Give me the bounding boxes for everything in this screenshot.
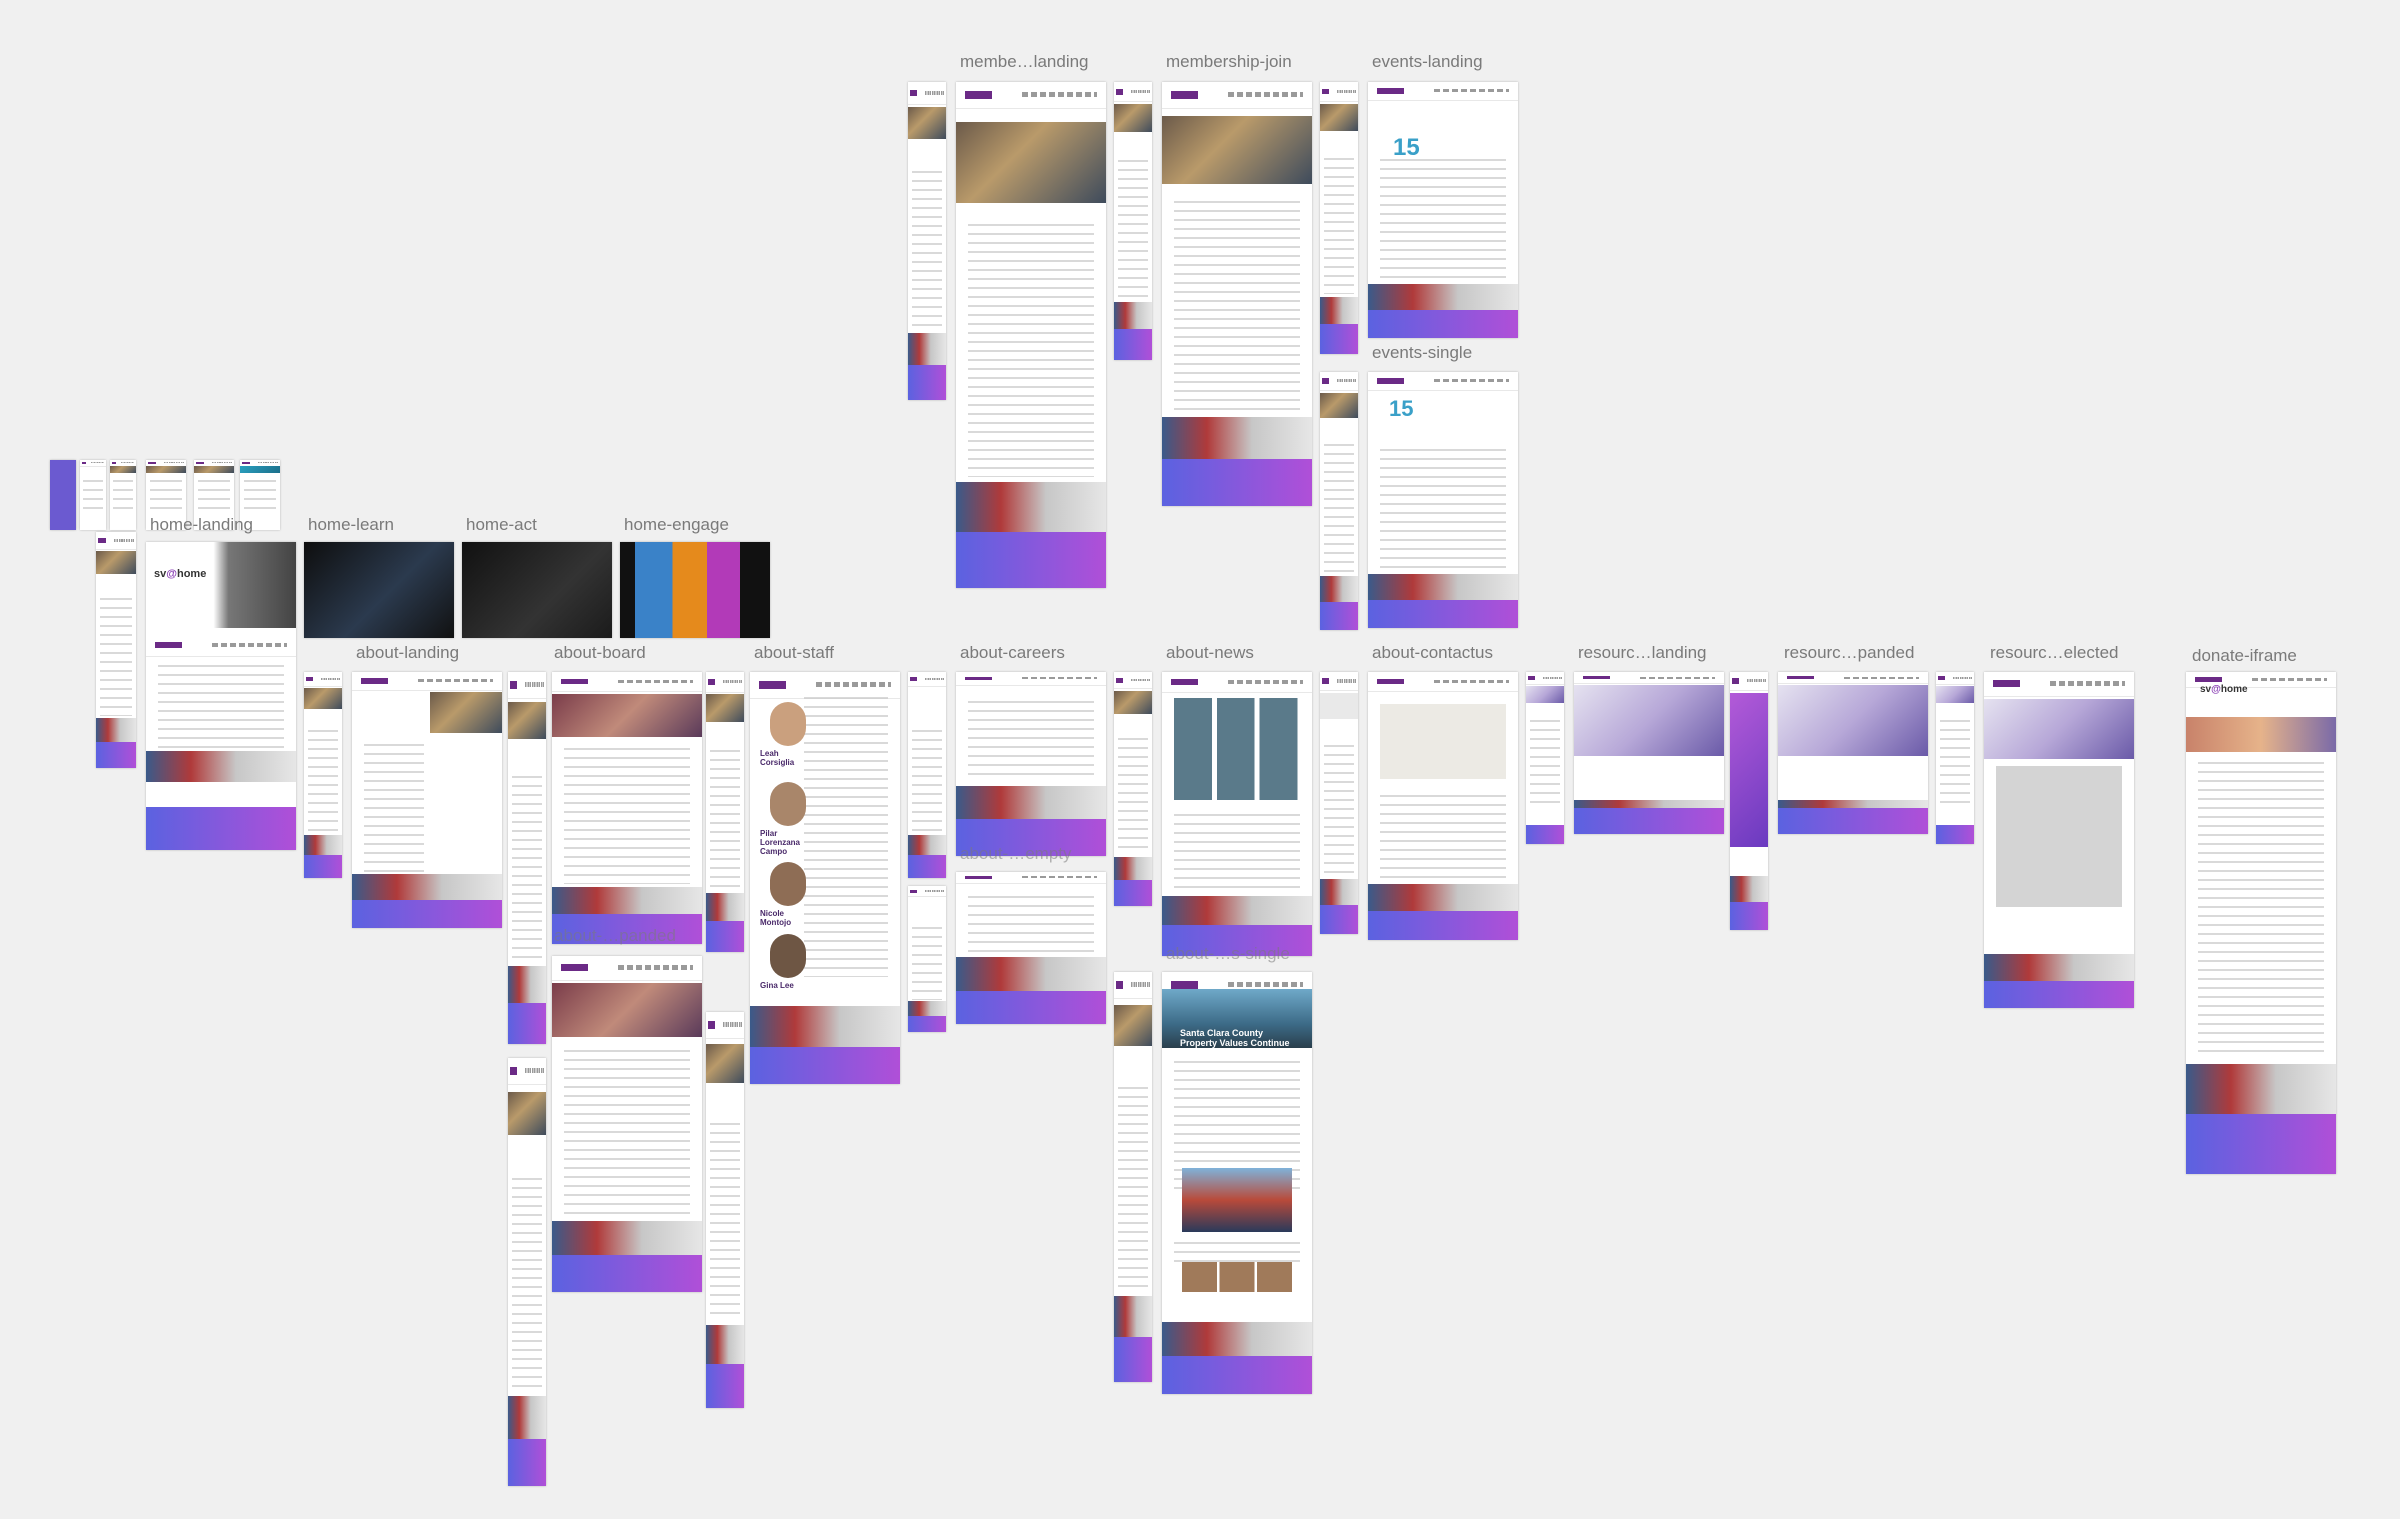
artboard-nav-mobile-2[interactable] bbox=[80, 460, 106, 530]
artboard-home-act[interactable] bbox=[462, 542, 612, 638]
staff-name-1: Leah Corsiglia bbox=[760, 749, 795, 767]
svhome-logo: sv@home bbox=[154, 568, 207, 580]
artboard-about-contactus[interactable] bbox=[1368, 672, 1518, 940]
artboard-events-single[interactable]: 15 bbox=[1368, 372, 1518, 628]
artboard-membership-join-mobile[interactable] bbox=[1114, 82, 1152, 360]
staff-photo-1 bbox=[770, 702, 806, 746]
board-label-about-news: about-news bbox=[1166, 643, 1254, 662]
event-single-date-number: 15 bbox=[1389, 396, 1414, 421]
artboard-about-news[interactable] bbox=[1162, 672, 1312, 956]
artboard-nav-mobile-5[interactable] bbox=[194, 460, 234, 530]
staff-name-3: Nicole Montojo bbox=[760, 909, 792, 927]
artboard-nav-mobile-4[interactable] bbox=[146, 460, 186, 530]
board-label-resources-landing: resourc…landing bbox=[1578, 643, 1707, 662]
artboard-about-landing[interactable] bbox=[352, 672, 502, 928]
staff-photo-2 bbox=[770, 782, 806, 826]
board-label-events-single: events-single bbox=[1372, 343, 1473, 362]
board-label-about-landing: about-landing bbox=[356, 643, 460, 662]
artboard-home-landing[interactable]: sv@home bbox=[146, 542, 296, 850]
artboard-about-board-expanded-mobile[interactable] bbox=[508, 1058, 546, 1486]
board-label-about-board: about-board bbox=[554, 643, 646, 662]
artboard-resources-landing[interactable] bbox=[1574, 672, 1724, 834]
staff-photo-3 bbox=[770, 862, 806, 906]
artboard-about-staff-mobile[interactable] bbox=[706, 672, 744, 952]
board-label-membership-landing: membe…landing bbox=[960, 52, 1089, 71]
news-single-headline: Santa Clara County Property Values Conti… bbox=[1180, 1028, 1290, 1059]
artboard-home-engage[interactable] bbox=[620, 542, 770, 638]
artboard-nav-mobile-6[interactable] bbox=[240, 460, 280, 530]
artboard-resources-expanded-mobile[interactable] bbox=[1730, 672, 1768, 930]
artboard-about-board-mobile[interactable] bbox=[508, 672, 546, 1044]
board-label-about-careers: about-careers bbox=[960, 643, 1065, 662]
artboard-about-news-single-mobile[interactable] bbox=[1114, 972, 1152, 1382]
artboard-about-careers-empty[interactable] bbox=[956, 872, 1106, 1024]
artboard-events-landing-mobile[interactable] bbox=[1320, 82, 1358, 354]
artboard-home-learn[interactable] bbox=[304, 542, 454, 638]
board-label-about-careers-empty: about-…empty bbox=[960, 844, 1072, 863]
staff-name-4: Gina Lee bbox=[760, 981, 794, 990]
artboard-events-landing[interactable]: 15 bbox=[1368, 82, 1518, 338]
board-label-home-act: home-act bbox=[466, 515, 537, 534]
board-label-resources-expanded: resourc…panded bbox=[1784, 643, 1915, 662]
staff-photo-4 bbox=[770, 934, 806, 978]
artboard-about-board-expanded[interactable] bbox=[552, 956, 702, 1292]
artboard-about-staff[interactable]: Leah Corsiglia Pilar Lorenzana Campo Nic… bbox=[750, 672, 900, 1084]
donate-svhome-logo: sv@home bbox=[2200, 684, 2248, 695]
board-label-about-contactus: about-contactus bbox=[1372, 643, 1493, 662]
artboard-about-board[interactable] bbox=[552, 672, 702, 944]
board-label-about-board-expanded: about-…panded bbox=[554, 926, 676, 945]
artboard-about-careers-mobile[interactable] bbox=[908, 672, 946, 878]
board-label-resources-selected: resourc…elected bbox=[1990, 643, 2119, 662]
artboard-resources-expanded[interactable] bbox=[1778, 672, 1928, 834]
artboard-about-landing-mobile[interactable] bbox=[304, 672, 342, 878]
artboard-resources-landing-mobile[interactable] bbox=[1526, 672, 1564, 844]
artboard-events-single-mobile[interactable] bbox=[1320, 372, 1358, 630]
news-single-photo-row bbox=[1182, 1262, 1292, 1292]
artboard-about-careers[interactable] bbox=[956, 672, 1106, 856]
artboard-about-staff-expanded-mobile[interactable] bbox=[706, 1012, 744, 1408]
news-single-photo-solar bbox=[1182, 1168, 1292, 1232]
artboard-about-news-mobile[interactable] bbox=[1114, 672, 1152, 906]
board-label-about-staff: about-staff bbox=[754, 643, 835, 662]
event-date-number: 15 bbox=[1393, 134, 1420, 161]
artboard-resources-selected-mobile[interactable] bbox=[1936, 672, 1974, 844]
board-label-home-landing: home-landing bbox=[150, 515, 254, 534]
board-label-about-news-single: about-…s-single bbox=[1166, 944, 1290, 963]
artboard-membership-join[interactable] bbox=[1162, 82, 1312, 506]
artboard-nav-mobile-1[interactable] bbox=[50, 460, 76, 530]
artboard-about-news-single[interactable]: Santa Clara County Property Values Conti… bbox=[1162, 972, 1312, 1394]
artboard-nav-mobile-3[interactable] bbox=[110, 460, 136, 530]
board-label-membership-join: membership-join bbox=[1166, 52, 1292, 71]
board-label-events-landing: events-landing bbox=[1372, 52, 1483, 71]
board-label-donate-iframe: donate-iframe bbox=[2192, 646, 2297, 665]
board-label-home-engage: home-engage bbox=[624, 515, 729, 534]
staff-name-2: Pilar Lorenzana Campo bbox=[760, 829, 801, 856]
artboard-resources-selected[interactable] bbox=[1984, 672, 2134, 1008]
artboard-membership-landing[interactable] bbox=[956, 82, 1106, 588]
artboard-membership-landing-mobile[interactable] bbox=[908, 82, 946, 400]
artboard-about-contactus-mobile[interactable] bbox=[1320, 672, 1358, 934]
board-label-home-learn: home-learn bbox=[308, 515, 394, 534]
artboard-about-careers-empty-mobile[interactable] bbox=[908, 886, 946, 1032]
artboard-donate-iframe[interactable]: sv@home bbox=[2186, 672, 2336, 1174]
artboard-home-mobile[interactable] bbox=[96, 532, 136, 768]
